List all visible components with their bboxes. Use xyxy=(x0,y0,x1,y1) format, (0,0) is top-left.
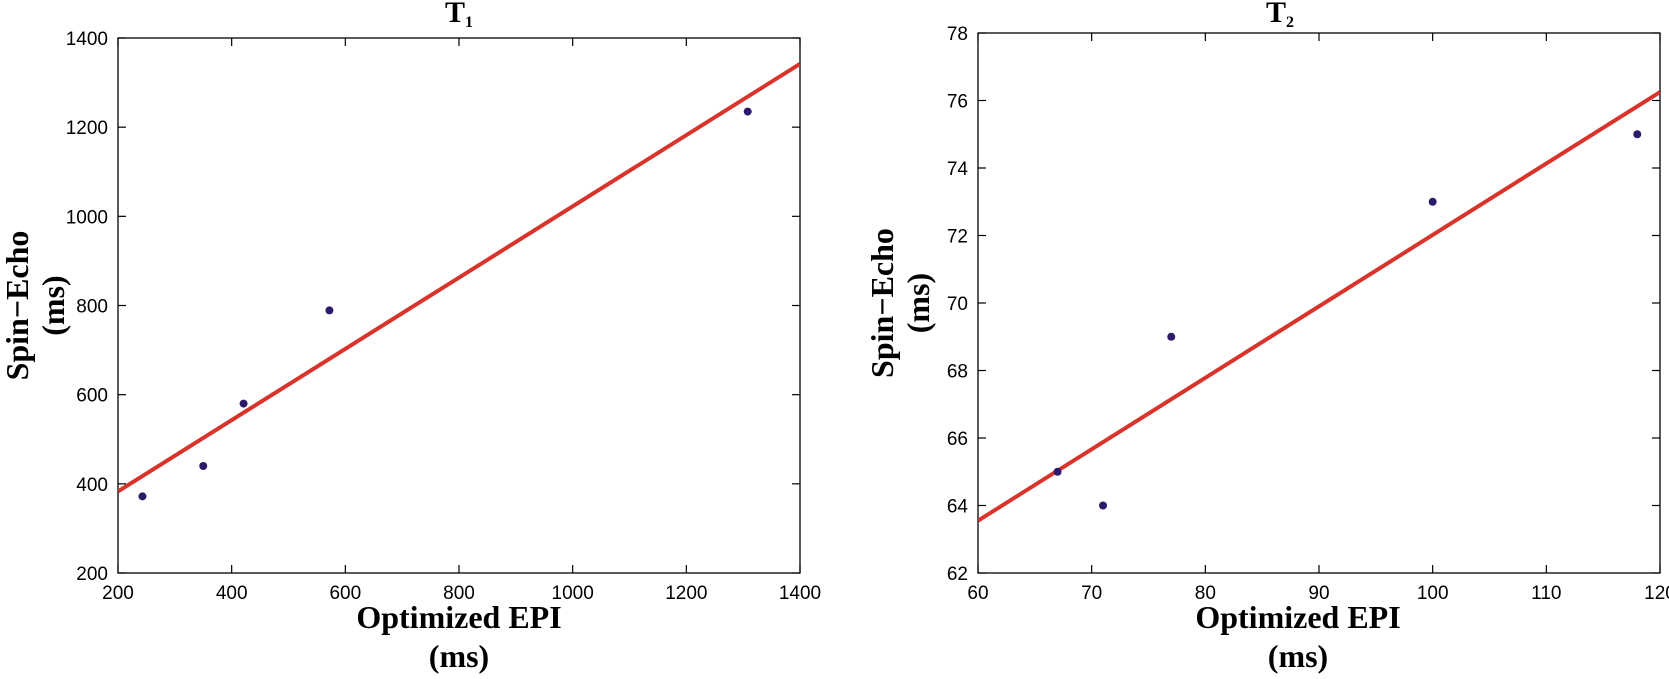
plot-1-x-tick-label: 1200 xyxy=(665,583,707,604)
plot-1-x-tick-label: 800 xyxy=(443,583,475,604)
plot-2-y-tick-label: 70 xyxy=(947,294,968,315)
plot-2-x-tick-label: 90 xyxy=(1308,583,1329,604)
plot-1-y-tick-label: 200 xyxy=(76,564,108,585)
plot-1-x-tick-label: 200 xyxy=(102,583,134,604)
plot-1-data-point xyxy=(743,107,752,116)
plot-2-fit-line xyxy=(978,90,1660,523)
plot-2-x-tick-label: 100 xyxy=(1417,583,1449,604)
plot-2-x-tick-label: 60 xyxy=(967,583,988,604)
plot-2-y-tick-label: 72 xyxy=(947,227,968,248)
plot-1-fit-line xyxy=(118,62,800,494)
plot-1-data-point xyxy=(199,462,208,470)
plot-2-x-tick-label: 70 xyxy=(1081,583,1102,604)
plot-1-x-axis-title: Optimized EPI xyxy=(356,599,561,635)
plot-1-y-tick-label: 400 xyxy=(76,475,108,496)
plot-2-x-tick-label: 110 xyxy=(1531,583,1561,604)
plot-2-y-tick-label: 62 xyxy=(947,564,968,585)
plot-1-data-point xyxy=(325,306,334,315)
plot-2-data-point xyxy=(1099,501,1108,510)
plot-2-data-point xyxy=(1428,197,1437,206)
plot-2-y-tick-label: 74 xyxy=(947,159,969,180)
plot-2-title: T2 xyxy=(1266,0,1294,31)
plot-1-y-axis-unit: (ms) xyxy=(35,275,71,335)
plot-1-x-tick-label: 1000 xyxy=(552,583,594,604)
plot-1-y-axis-title: Spin−Echo xyxy=(0,231,35,381)
plot-1-data-point xyxy=(239,399,248,408)
plot-1-y-tick-label: 600 xyxy=(76,386,108,407)
plot-1-y-tick-label: 1400 xyxy=(66,29,108,50)
plot-1-y-tick-label: 1000 xyxy=(66,207,108,228)
plot-2-y-tick-label: 66 xyxy=(947,429,968,450)
plot-2-data-point xyxy=(1167,332,1176,341)
plot-2-y-axis-unit: (ms) xyxy=(900,273,936,333)
plot-2-axes-box xyxy=(977,32,1661,574)
plot-2-x-axis-title: Optimized EPI xyxy=(1195,599,1400,635)
plot-2-x-tick-label: 80 xyxy=(1195,583,1216,604)
plot-2-y-axis-title: Spin−Echo xyxy=(864,228,900,378)
plot-2-x-tick-label: 120 xyxy=(1644,583,1669,604)
plot-2-y-tick-label: 64 xyxy=(947,497,969,518)
plot-2-y-tick-label: 68 xyxy=(947,362,968,383)
plot-1-y-tick-label: 800 xyxy=(76,297,108,318)
plot-1-y-tick-label: 1200 xyxy=(66,118,108,139)
plot-2-data-point xyxy=(1633,130,1642,139)
plot-2-y-tick-label: 76 xyxy=(947,92,968,113)
plot-2-data-point xyxy=(1053,467,1062,476)
plot-1-axes-box xyxy=(117,37,801,574)
plot-2-x-axis-unit: (ms) xyxy=(1268,638,1328,674)
plot-1-x-axis-unit: (ms) xyxy=(429,638,489,674)
plot-2-y-tick-label: 78 xyxy=(947,24,968,45)
plot-1-x-tick-label: 600 xyxy=(329,583,361,604)
plot-1-x-tick-label: 400 xyxy=(216,583,248,604)
plot-1-title: T1 xyxy=(445,0,473,31)
plot-1-data-point xyxy=(138,492,147,501)
plot-1-x-tick-label: 1400 xyxy=(779,583,821,604)
